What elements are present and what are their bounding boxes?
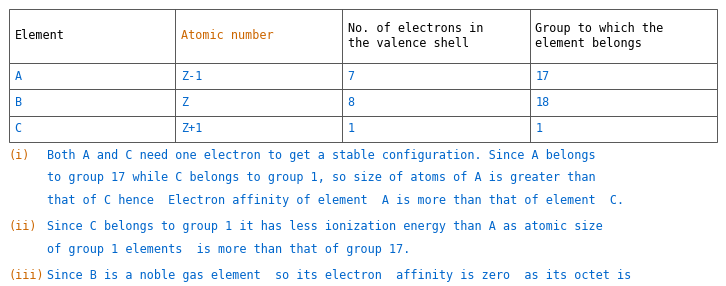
Text: No. of electrons in
the valence shell: No. of electrons in the valence shell xyxy=(348,22,483,50)
Text: 1: 1 xyxy=(535,122,542,135)
Text: (i): (i) xyxy=(9,149,30,162)
Text: 7: 7 xyxy=(348,69,355,83)
Text: Both A and C need one electron to get a stable configuration. Since A belongs: Both A and C need one electron to get a … xyxy=(47,149,596,162)
Text: 1: 1 xyxy=(348,122,355,135)
Bar xyxy=(9,89,717,116)
Text: B: B xyxy=(15,96,22,109)
Text: 8: 8 xyxy=(348,96,355,109)
Text: Z: Z xyxy=(181,96,188,109)
Bar xyxy=(9,9,717,63)
Text: 18: 18 xyxy=(535,96,550,109)
Text: to group 17 while C belongs to group 1, so size of atoms of A is greater than: to group 17 while C belongs to group 1, … xyxy=(47,171,596,184)
Text: Atomic number: Atomic number xyxy=(181,29,274,42)
Text: A: A xyxy=(15,69,22,83)
Text: C: C xyxy=(15,122,22,135)
Text: Element: Element xyxy=(15,29,65,42)
Text: Z-1: Z-1 xyxy=(181,69,203,83)
Text: of group 1 elements  is more than that of group 17.: of group 1 elements is more than that of… xyxy=(47,243,411,255)
Text: Group to which the
element belongs: Group to which the element belongs xyxy=(535,22,664,50)
Text: 17: 17 xyxy=(535,69,550,83)
Text: that of C hence  Electron affinity of element  A is more than that of element  C: that of C hence Electron affinity of ele… xyxy=(47,194,624,206)
Text: Since B is a noble gas element  so its electron  affinity is zero  as its octet : Since B is a noble gas element so its el… xyxy=(47,269,632,282)
Text: (ii): (ii) xyxy=(9,220,37,233)
Text: Z+1: Z+1 xyxy=(181,122,203,135)
Bar xyxy=(9,63,717,89)
Bar xyxy=(9,116,717,142)
Text: (iii): (iii) xyxy=(9,269,44,282)
Text: Since C belongs to group 1 it has less ionization energy than A as atomic size: Since C belongs to group 1 it has less i… xyxy=(47,220,603,233)
